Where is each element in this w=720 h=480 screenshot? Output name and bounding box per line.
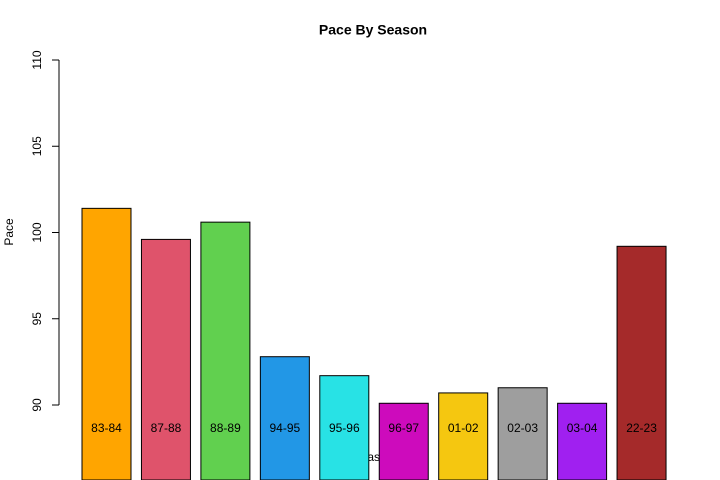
category-label: 03-04 [567, 421, 598, 435]
bar [259, 356, 310, 480]
category-label: 96-97 [388, 421, 419, 435]
bar [557, 402, 608, 480]
category-label: 01-02 [448, 421, 479, 435]
category-label: 94-95 [269, 421, 300, 435]
y-tick-label: 95 [30, 312, 44, 326]
category-label: 87-88 [151, 421, 182, 435]
y-tick-label: 90 [30, 398, 44, 412]
bar [200, 221, 251, 480]
category-label: 22-23 [626, 421, 657, 435]
bar [378, 402, 429, 480]
y-tick-label: 100 [30, 222, 44, 242]
bar [438, 392, 489, 480]
bar [81, 207, 132, 480]
category-label: 02-03 [507, 421, 538, 435]
category-label: 83-84 [91, 421, 122, 435]
bar [140, 238, 191, 480]
bar [319, 375, 370, 480]
bar [616, 245, 667, 480]
y-axis-label: Pace [2, 218, 16, 246]
category-label: 88-89 [210, 421, 241, 435]
y-tick-label: 110 [30, 50, 44, 69]
chart-title: Pace By Season [319, 22, 427, 38]
bar [497, 387, 548, 480]
category-label: 95-96 [329, 421, 360, 435]
y-tick-label: 105 [30, 136, 44, 156]
